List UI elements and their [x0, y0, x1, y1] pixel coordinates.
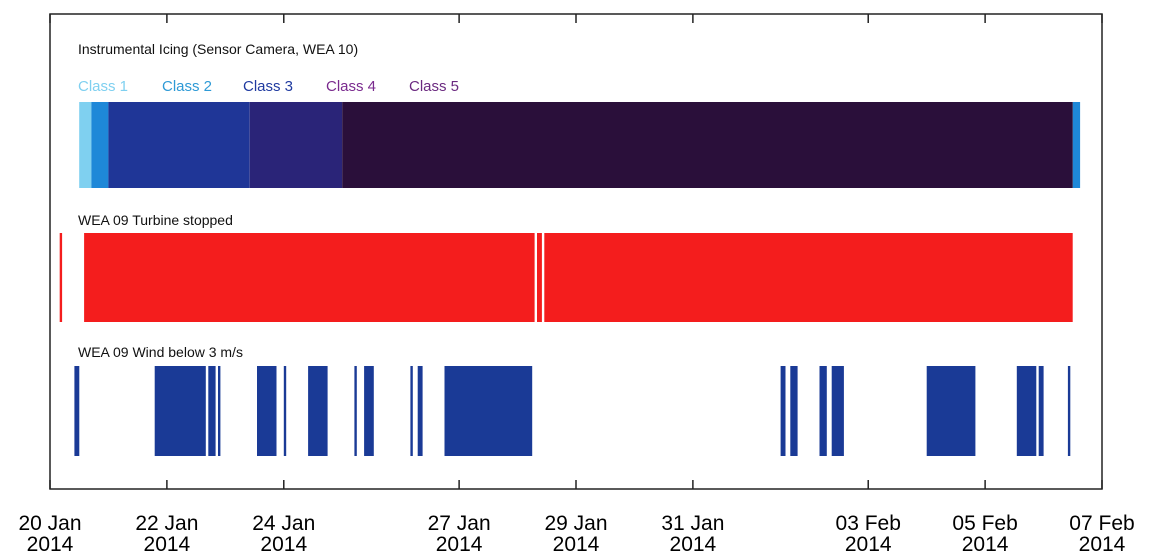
timeline-segment — [790, 366, 798, 456]
legend-item: Class 3 — [243, 78, 293, 95]
legend-item: Class 1 — [78, 78, 128, 95]
timeline-segment — [308, 366, 328, 456]
timeline-segment — [74, 366, 80, 456]
timeline-segment — [1038, 366, 1044, 456]
timeline-segment — [108, 102, 250, 188]
panel-title: Instrumental Icing (Sensor Camera, WEA 1… — [78, 41, 358, 57]
x-tick-label-year: 2014 — [670, 533, 717, 553]
timeline-segment — [154, 366, 206, 456]
timeline-segment — [1067, 366, 1071, 456]
x-tick-label-day: 03 Feb — [836, 512, 901, 535]
panels-layer: Instrumental Icing (Sensor Camera, WEA 1… — [59, 41, 1081, 456]
x-tick-label-day: 27 Jan — [428, 512, 491, 535]
timeline-segment — [926, 366, 976, 456]
x-tick-label-year: 2014 — [27, 533, 74, 553]
timeline-segment — [218, 366, 221, 456]
timeline-segment — [1072, 102, 1081, 188]
x-tick-label-year: 2014 — [845, 533, 892, 553]
timeline-segment — [249, 102, 343, 188]
panel-title: WEA 09 Turbine stopped — [78, 212, 233, 228]
x-tick-label-day: 31 Jan — [661, 512, 724, 535]
timeline-segment — [364, 366, 374, 456]
legend-item: Class 2 — [162, 78, 212, 95]
x-tick-label-year: 2014 — [144, 533, 191, 553]
x-tick-label-day: 22 Jan — [135, 512, 198, 535]
timeline-segment — [354, 366, 357, 456]
x-tick-label-year: 2014 — [962, 533, 1009, 553]
panel-2: WEA 09 Turbine stopped — [59, 212, 1073, 322]
timeline-segment — [79, 102, 92, 188]
timeline-segment — [417, 366, 423, 456]
timeline-segment — [831, 366, 844, 456]
legend-item: Class 4 — [326, 78, 376, 95]
x-tick-label-year: 2014 — [260, 533, 307, 553]
timeline-segment — [410, 366, 413, 456]
timeline-segment — [1016, 366, 1037, 456]
timeline-segment — [537, 233, 542, 322]
timeline-segment — [91, 102, 109, 188]
timeline-segment — [780, 366, 786, 456]
legend-item: Class 5 — [409, 78, 459, 95]
timeline-segment — [208, 366, 216, 456]
x-tick-label-day: 05 Feb — [952, 512, 1017, 535]
timeline-segment — [342, 102, 1073, 188]
timeline-segment — [84, 233, 535, 322]
timeline-segment — [283, 366, 287, 456]
x-tick-label-day: 24 Jan — [252, 512, 315, 535]
timeline-segment — [257, 366, 277, 456]
legend: Class 1 Class 2 Class 3 Class 4 Class 5 — [78, 78, 459, 95]
x-tick-label-day: 29 Jan — [544, 512, 607, 535]
timeline-segment — [444, 366, 533, 456]
timeline-segment — [544, 233, 1073, 322]
panel-title: WEA 09 Wind below 3 m/s — [78, 344, 243, 360]
x-tick-label-year: 2014 — [1079, 533, 1126, 553]
timeline-segment — [819, 366, 827, 456]
x-tick-label-day: 07 Feb — [1069, 512, 1134, 535]
timeline-segment — [59, 233, 63, 322]
x-tick-label-year: 2014 — [553, 533, 600, 553]
x-tick-label-year: 2014 — [436, 533, 483, 553]
panel-1: Instrumental Icing (Sensor Camera, WEA 1… — [78, 41, 1081, 188]
x-tick-label-day: 20 Jan — [18, 512, 81, 535]
panel-3: WEA 09 Wind below 3 m/s — [74, 344, 1071, 456]
